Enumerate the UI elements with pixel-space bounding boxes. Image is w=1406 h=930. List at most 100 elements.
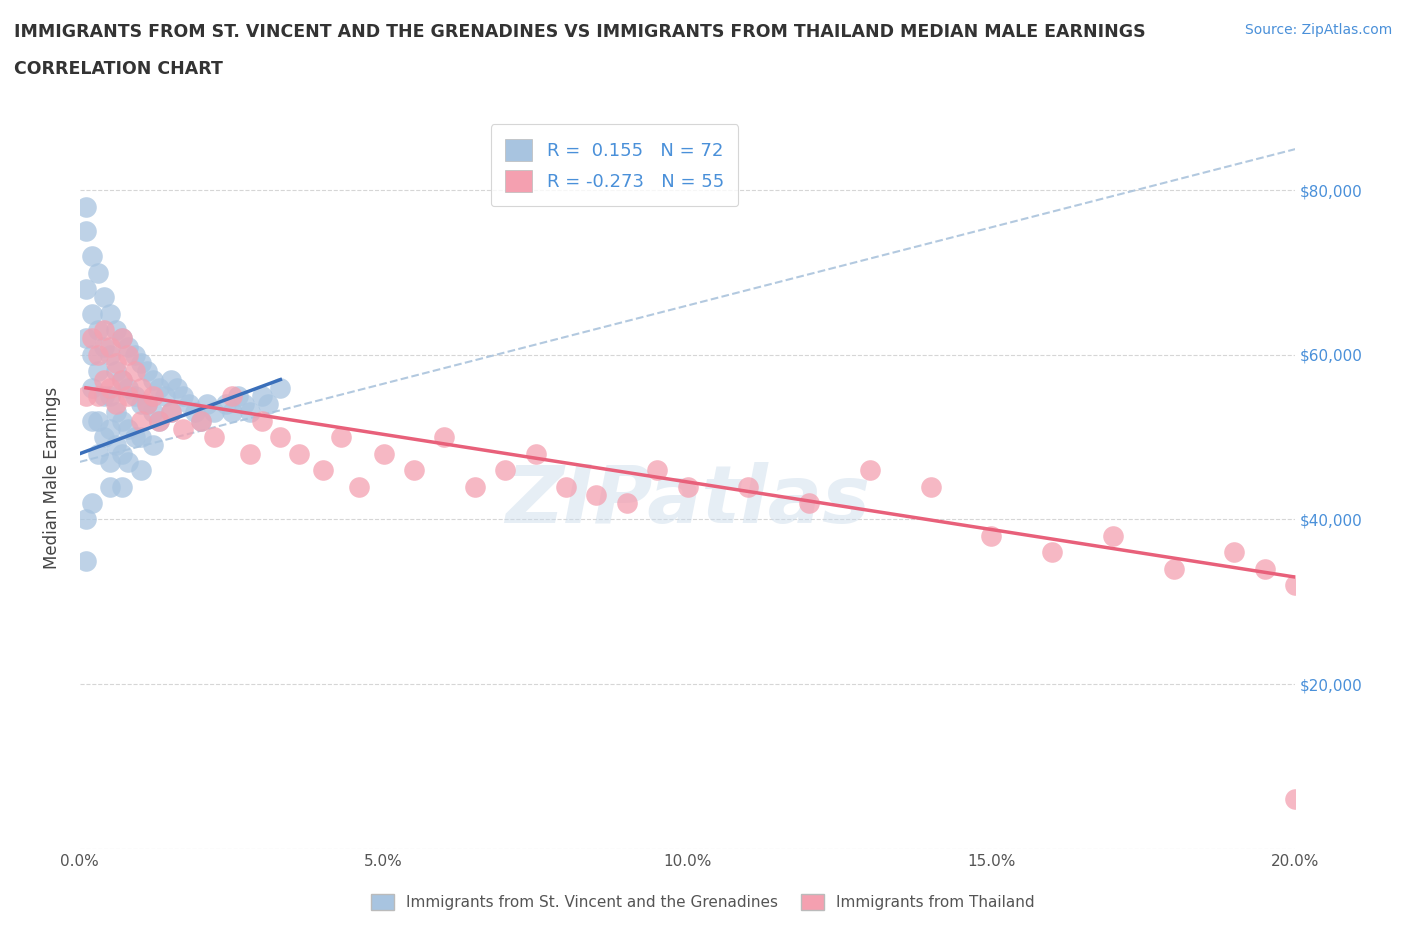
Point: [404, 462, 426, 477]
Point: [111, 446, 134, 461]
Point: [250, 389, 273, 404]
Point: [239, 446, 262, 461]
Point: [1254, 562, 1277, 577]
Point: [1223, 545, 1246, 560]
Point: [105, 438, 128, 453]
Point: [135, 364, 157, 379]
Point: [135, 397, 157, 412]
Point: [433, 430, 456, 445]
Point: [859, 462, 882, 477]
Point: [129, 397, 152, 412]
Legend: R =  0.155   N = 72, R = -0.273   N = 55: R = 0.155 N = 72, R = -0.273 N = 55: [491, 125, 738, 206]
Point: [111, 413, 134, 428]
Point: [269, 380, 291, 395]
Point: [202, 405, 225, 420]
Point: [148, 380, 170, 395]
Point: [250, 413, 273, 428]
Point: [80, 413, 103, 428]
Point: [129, 430, 152, 445]
Point: [1102, 528, 1125, 543]
Point: [269, 430, 291, 445]
Point: [172, 421, 194, 436]
Y-axis label: Median Male Earnings: Median Male Earnings: [44, 387, 60, 569]
Point: [93, 290, 115, 305]
Point: [160, 405, 183, 420]
Point: [75, 553, 97, 568]
Point: [239, 405, 262, 420]
Point: [117, 389, 139, 404]
Point: [87, 265, 110, 280]
Point: [142, 389, 165, 404]
Point: [93, 372, 115, 387]
Legend: Immigrants from St. Vincent and the Grenadines, Immigrants from Thailand: Immigrants from St. Vincent and the Gren…: [364, 886, 1042, 918]
Point: [129, 380, 152, 395]
Point: [226, 389, 249, 404]
Point: [75, 512, 97, 527]
Point: [129, 413, 152, 428]
Point: [142, 372, 165, 387]
Point: [160, 405, 183, 420]
Point: [1284, 791, 1306, 806]
Point: [98, 339, 121, 354]
Point: [105, 397, 128, 412]
Point: [184, 405, 207, 420]
Point: [111, 372, 134, 387]
Point: [117, 421, 139, 436]
Point: [105, 355, 128, 370]
Point: [87, 323, 110, 338]
Point: [98, 479, 121, 494]
Point: [93, 430, 115, 445]
Point: [111, 479, 134, 494]
Point: [124, 348, 146, 363]
Point: [93, 339, 115, 354]
Point: [80, 306, 103, 321]
Point: [645, 462, 668, 477]
Point: [202, 430, 225, 445]
Point: [172, 389, 194, 404]
Point: [1163, 562, 1185, 577]
Point: [80, 331, 103, 346]
Point: [75, 282, 97, 297]
Point: [129, 462, 152, 477]
Point: [117, 348, 139, 363]
Point: [190, 413, 212, 428]
Point: [1040, 545, 1063, 560]
Point: [117, 339, 139, 354]
Point: [464, 479, 486, 494]
Point: [142, 405, 165, 420]
Point: [148, 413, 170, 428]
Point: [80, 248, 103, 263]
Point: [676, 479, 699, 494]
Point: [87, 389, 110, 404]
Point: [797, 496, 820, 511]
Point: [585, 487, 607, 502]
Point: [190, 413, 212, 428]
Point: [1284, 578, 1306, 592]
Text: CORRELATION CHART: CORRELATION CHART: [14, 60, 224, 78]
Point: [980, 528, 1002, 543]
Point: [87, 446, 110, 461]
Point: [98, 348, 121, 363]
Point: [349, 479, 371, 494]
Point: [737, 479, 759, 494]
Point: [124, 364, 146, 379]
Point: [129, 355, 152, 370]
Point: [93, 389, 115, 404]
Point: [111, 331, 134, 346]
Point: [232, 397, 254, 412]
Point: [221, 405, 243, 420]
Point: [142, 438, 165, 453]
Point: [221, 389, 243, 404]
Point: [179, 397, 201, 412]
Point: [215, 397, 238, 412]
Point: [124, 430, 146, 445]
Point: [312, 462, 335, 477]
Point: [494, 462, 516, 477]
Point: [257, 397, 280, 412]
Point: [80, 380, 103, 395]
Point: [616, 496, 638, 511]
Point: [124, 389, 146, 404]
Point: [98, 389, 121, 404]
Text: ZIPatlas: ZIPatlas: [505, 461, 870, 539]
Point: [148, 413, 170, 428]
